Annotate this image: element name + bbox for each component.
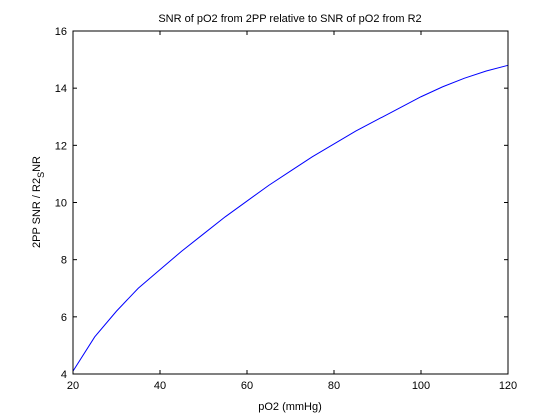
y-tick-label: 12 bbox=[55, 140, 67, 152]
y-tick-label: 6 bbox=[61, 312, 67, 324]
x-tick-label: 120 bbox=[499, 380, 517, 392]
y-axis-label-subscript: S bbox=[36, 172, 46, 178]
x-tick-label: 40 bbox=[154, 380, 166, 392]
y-tick-label: 14 bbox=[55, 83, 67, 95]
y-tick-label: 16 bbox=[55, 26, 67, 38]
x-tick-label: 60 bbox=[241, 380, 253, 392]
series-line bbox=[72, 64, 509, 372]
x-tick-label: 20 bbox=[67, 380, 79, 392]
y-axis-label-main: 2PP SNR / R2 bbox=[31, 178, 43, 248]
y-axis-label-tail: NR bbox=[31, 156, 43, 172]
y-tick-label: 4 bbox=[61, 369, 67, 381]
x-axis-ticks: 20 40 60 80 100 120 bbox=[67, 31, 517, 392]
y-tick-label: 10 bbox=[55, 198, 67, 210]
plot-area bbox=[73, 31, 508, 374]
plot-frame bbox=[72, 30, 509, 375]
x-tick-label: 100 bbox=[412, 380, 430, 392]
y-tick-label: 8 bbox=[61, 255, 67, 267]
chart-title: SNR of pO2 from 2PP relative to SNR of p… bbox=[158, 13, 421, 25]
y-axis-label: 2PP SNR / R2SNR bbox=[31, 156, 46, 248]
x-axis-label: pO2 (mmHg) bbox=[258, 401, 322, 413]
x-tick-label: 80 bbox=[328, 380, 340, 392]
